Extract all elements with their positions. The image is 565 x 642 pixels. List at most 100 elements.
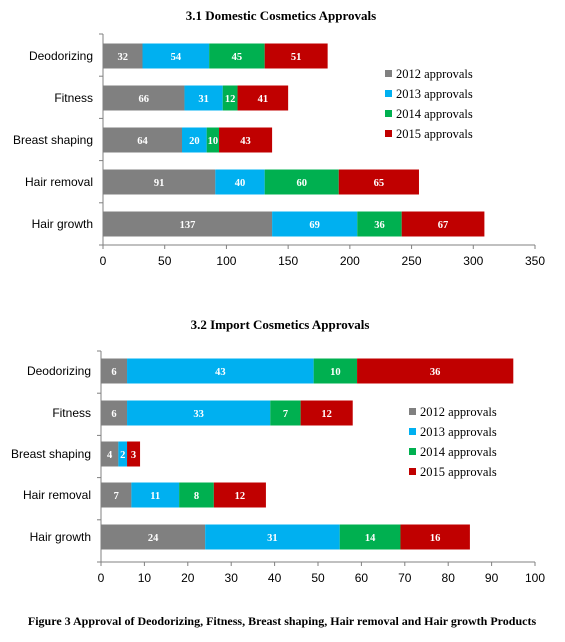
bar-hair-growth-2014-approvals [339, 524, 401, 550]
data-label: 54 [171, 52, 182, 63]
x-tick-label: 350 [525, 254, 545, 268]
data-label: 3 [131, 450, 136, 461]
bar-hair-removal-2013-approvals [131, 482, 180, 508]
data-label: 91 [154, 178, 165, 189]
legend-label: 2012 approvals [420, 405, 497, 419]
category-label: Hair removal [23, 488, 91, 502]
legend-swatch [385, 110, 392, 117]
bar-fitness-2015-approvals [300, 400, 353, 426]
bar-breast-shaping-2013-approvals [181, 127, 207, 153]
data-label: 10 [208, 136, 219, 147]
chart-domestic-approvals: 3.1 Domestic Cosmetics Approvals 32 54 45 51… [13, 8, 545, 268]
bar-deodorizing-2014-approvals [209, 43, 265, 69]
x-tick-label: 30 [225, 571, 239, 585]
data-label: 12 [225, 94, 236, 105]
data-label: 12 [235, 491, 246, 502]
x-tick-label: 90 [485, 571, 499, 585]
legend-swatch [409, 448, 416, 455]
bar-hair-growth-2015-approvals [400, 524, 470, 550]
data-label: 31 [198, 94, 209, 105]
data-label: 12 [321, 409, 332, 420]
x-tick-label: 150 [278, 254, 298, 268]
bar-hair-removal-2014-approvals [264, 169, 339, 195]
bar-breast-shaping-2013-approvals [118, 441, 128, 467]
category-label: Hair growth [32, 217, 93, 231]
data-label: 20 [189, 136, 200, 147]
data-label: 14 [365, 533, 376, 544]
legend-swatch [409, 428, 416, 435]
bar-fitness-2012-approvals [103, 85, 185, 111]
data-label: 31 [267, 533, 278, 544]
legend-label: 2012 approvals [396, 67, 473, 81]
x-tick-label: 70 [398, 571, 412, 585]
bar-hair-growth-2014-approvals [357, 211, 402, 237]
x-tick-label: 40 [268, 571, 282, 585]
bar-deodorizing-2012-approvals [101, 358, 128, 384]
data-label: 6 [111, 367, 116, 378]
bar-hair-growth-2013-approvals [205, 524, 340, 550]
data-label: 137 [180, 220, 196, 231]
bar-fitness-2013-approvals [127, 400, 271, 426]
legend-label: 2013 approvals [420, 425, 497, 439]
x-tick-label: 250 [402, 254, 422, 268]
bar-hair-removal-2015-approvals [213, 482, 266, 508]
legend-label: 2013 approvals [396, 87, 473, 101]
data-label: 51 [291, 52, 302, 63]
legend-swatch [385, 70, 392, 77]
legend-label: 2015 approvals [396, 127, 473, 141]
legend-swatch [385, 90, 392, 97]
data-label: 64 [137, 136, 148, 147]
x-tick-label: 100 [525, 571, 545, 585]
data-label: 6 [111, 409, 116, 420]
bar-breast-shaping-2014-approvals [206, 127, 220, 153]
x-tick-label: 0 [98, 571, 105, 585]
data-label: 65 [374, 178, 385, 189]
data-label: 2 [120, 450, 125, 461]
legend-label: 2015 approvals [420, 465, 497, 479]
x-tick-label: 50 [311, 571, 325, 585]
legend-label: 2014 approvals [420, 445, 497, 459]
x-tick-label: 80 [442, 571, 456, 585]
category-label: Breast shaping [13, 133, 93, 147]
data-label: 16 [430, 533, 441, 544]
bar-hair-removal-2013-approvals [215, 169, 265, 195]
data-label: 60 [296, 178, 307, 189]
bar-fitness-2014-approvals [270, 400, 301, 426]
x-tick-label: 300 [463, 254, 483, 268]
chart-title: 3.2 Import Cosmetics Approvals [191, 317, 370, 332]
bar-hair-growth-2012-approvals [103, 211, 273, 237]
data-label: 7 [114, 491, 119, 502]
chart-title: 3.1 Domestic Cosmetics Approvals [186, 8, 376, 23]
bar-deodorizing-2013-approvals [142, 43, 210, 69]
x-tick-label: 60 [355, 571, 369, 585]
data-label: 33 [193, 409, 204, 420]
data-label: 43 [240, 136, 251, 147]
bar-hair-removal-2014-approvals [179, 482, 214, 508]
x-tick-label: 10 [138, 571, 152, 585]
bar-hair-removal-2012-approvals [101, 482, 132, 508]
category-label: Deodorizing [29, 49, 93, 63]
bar-fitness-2014-approvals [222, 85, 238, 111]
data-label: 36 [374, 220, 385, 231]
x-tick-label: 0 [100, 254, 107, 268]
bar-breast-shaping-2015-approvals [219, 127, 273, 153]
category-label: Fitness [54, 91, 93, 105]
bar-fitness-2013-approvals [184, 85, 223, 111]
data-label: 10 [330, 367, 341, 378]
data-label: 4 [107, 450, 113, 461]
data-label: 7 [283, 409, 288, 420]
x-tick-label: 50 [158, 254, 172, 268]
data-label: 66 [138, 94, 149, 105]
figure-caption: Figure 3 Approval of Deodorizing, Fitnes… [28, 614, 537, 628]
data-label: 36 [430, 367, 441, 378]
legend-swatch [385, 130, 392, 137]
x-tick-label: 20 [181, 571, 195, 585]
bar-hair-removal-2015-approvals [338, 169, 419, 195]
category-label: Fitness [52, 406, 91, 420]
data-label: 67 [438, 220, 449, 231]
bar-hair-removal-2012-approvals [103, 169, 216, 195]
category-label: Breast shaping [11, 447, 91, 461]
bar-breast-shaping-2015-approvals [127, 441, 141, 467]
